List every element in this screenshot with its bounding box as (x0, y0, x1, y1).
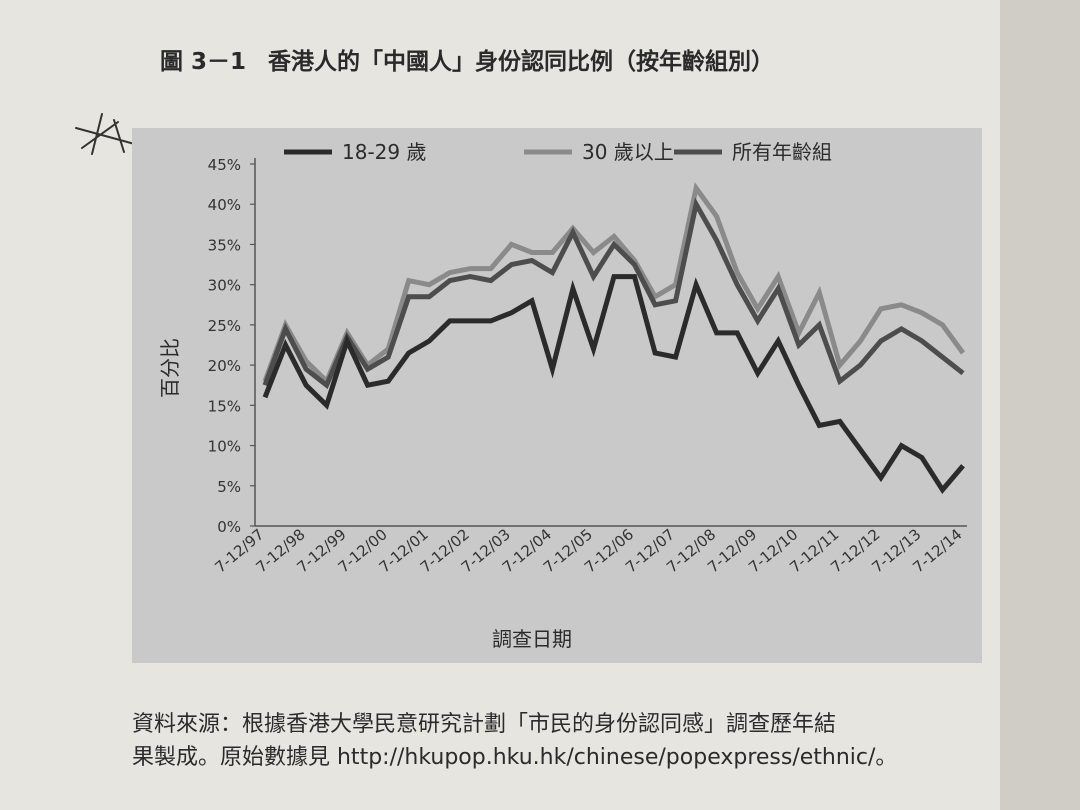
series-line-3 (262, 197, 965, 390)
y-tick-label: 15% (208, 397, 241, 415)
handwritten-star-mark (75, 113, 143, 155)
axes (254, 158, 967, 527)
source-line-2: 果製成。原始數據見 http://hkupop.hku.hk/chinese/p… (132, 745, 898, 770)
y-tick-label: 40% (208, 196, 241, 214)
y-tick-label: 5% (217, 478, 241, 496)
line-chart: 0% 5% 10% 15% 20% 25% 30% 35% 40% 45% 7-12/977-12… (158, 140, 967, 651)
y-tick-labels: 0% 5% 10% 15% 20% 25% 30% 35% 40% 45% (208, 156, 255, 536)
y-tick-label: 20% (208, 357, 241, 375)
y-tick-label: 10% (208, 438, 241, 456)
chart-panel: 0% 5% 10% 15% 20% 25% 30% 35% 40% 45% 7-12/97 7-12… (132, 128, 982, 663)
y-tick-label: 25% (208, 317, 241, 335)
y-tick-label: 45% (208, 156, 241, 174)
series-lines (262, 182, 966, 494)
figure-title-text: 香港人的「中國人」身份認同比例（按年齡組別） (268, 49, 775, 75)
source-line-1: 資料來源：根據香港大學民意研究計劃「市民的身份認同感」調查歷年結 (132, 712, 837, 737)
y-tick-label: 35% (208, 236, 241, 254)
series-line-1 (262, 274, 965, 494)
figure-title: 圖 3－1 香港人的「中國人」身份認同比例（按年齡組別） (160, 42, 774, 76)
legend-label: 18-29 歲 (342, 140, 426, 164)
y-axis-label: 百分比 (158, 338, 182, 398)
legend-label: 所有年齡組 (732, 140, 832, 164)
legend-label: 30 歲以上 (582, 140, 674, 164)
source-note: 資料來源：根據香港大學民意研究計劃「市民的身份認同感」調查歷年結 果製成。原始數… (132, 708, 992, 774)
x-tick-labels: 7-12/977-12/987-12/997-12/007-12/017-12/… (211, 525, 965, 576)
y-tick-label: 0% (217, 518, 241, 536)
page-edge (1000, 0, 1080, 810)
figure-number: 圖 3－1 (160, 49, 247, 75)
legend: 18-29 歲 30 歲以上 所有年齡組 (284, 140, 832, 164)
x-axis-label: 調查日期 (492, 627, 572, 651)
y-tick-label: 30% (208, 277, 241, 295)
series-line-2 (262, 182, 966, 386)
